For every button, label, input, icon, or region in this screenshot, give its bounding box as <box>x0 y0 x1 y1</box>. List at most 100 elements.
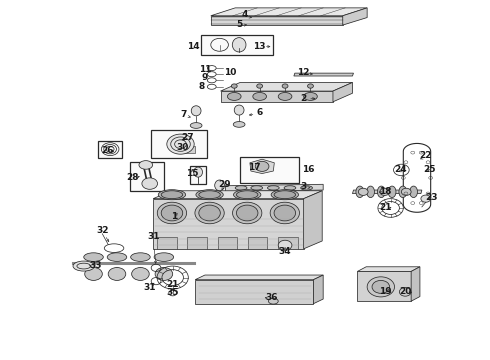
Ellipse shape <box>367 186 374 198</box>
Text: 21: 21 <box>167 280 179 289</box>
Ellipse shape <box>380 188 390 195</box>
Ellipse shape <box>142 178 158 189</box>
Ellipse shape <box>278 93 292 100</box>
Bar <box>98 140 122 158</box>
Bar <box>130 162 164 192</box>
Text: 10: 10 <box>224 68 237 77</box>
Polygon shape <box>343 8 367 25</box>
Text: 31: 31 <box>147 232 159 241</box>
Text: 29: 29 <box>218 180 231 189</box>
Bar <box>157 237 176 249</box>
Ellipse shape <box>401 188 411 195</box>
Ellipse shape <box>377 186 385 198</box>
Polygon shape <box>357 271 411 301</box>
Bar <box>151 130 207 158</box>
Ellipse shape <box>107 253 127 261</box>
Ellipse shape <box>235 186 247 190</box>
Ellipse shape <box>367 277 394 297</box>
Ellipse shape <box>154 253 173 261</box>
Text: 2: 2 <box>300 94 307 103</box>
Ellipse shape <box>231 84 237 88</box>
Text: 17: 17 <box>248 163 261 172</box>
Bar <box>248 237 268 249</box>
Ellipse shape <box>234 190 261 200</box>
Text: 1: 1 <box>171 212 177 221</box>
Bar <box>187 237 207 249</box>
Text: 35: 35 <box>167 288 179 297</box>
Text: 11: 11 <box>198 65 211 74</box>
Text: 19: 19 <box>379 287 392 296</box>
Ellipse shape <box>269 298 278 304</box>
Ellipse shape <box>108 267 126 280</box>
Polygon shape <box>333 82 352 102</box>
Text: 13: 13 <box>253 42 266 51</box>
Ellipse shape <box>191 106 201 116</box>
Ellipse shape <box>356 186 364 198</box>
Ellipse shape <box>421 195 431 202</box>
Polygon shape <box>411 267 420 301</box>
Ellipse shape <box>284 186 296 190</box>
Text: 24: 24 <box>394 166 407 175</box>
Ellipse shape <box>85 267 102 280</box>
Text: 25: 25 <box>423 166 436 175</box>
Text: 8: 8 <box>199 82 205 91</box>
Bar <box>190 166 206 184</box>
Ellipse shape <box>372 280 390 293</box>
Polygon shape <box>211 8 367 16</box>
Text: 31: 31 <box>144 283 156 292</box>
Ellipse shape <box>255 161 269 171</box>
Ellipse shape <box>199 191 221 199</box>
Ellipse shape <box>268 186 279 190</box>
Ellipse shape <box>399 288 411 296</box>
Ellipse shape <box>227 93 241 100</box>
Ellipse shape <box>358 188 368 195</box>
Ellipse shape <box>131 253 150 261</box>
Text: 16: 16 <box>302 165 315 174</box>
Text: 27: 27 <box>181 133 194 142</box>
Ellipse shape <box>73 261 95 271</box>
Text: 7: 7 <box>181 110 187 119</box>
Ellipse shape <box>253 93 267 100</box>
Ellipse shape <box>158 190 186 200</box>
Ellipse shape <box>139 161 153 169</box>
Text: 15: 15 <box>186 169 198 178</box>
Text: 18: 18 <box>379 187 392 196</box>
Text: 4: 4 <box>242 10 248 19</box>
Ellipse shape <box>196 190 223 200</box>
Text: 26: 26 <box>101 146 114 155</box>
Ellipse shape <box>271 190 298 200</box>
Ellipse shape <box>237 191 258 199</box>
Ellipse shape <box>234 105 244 115</box>
Polygon shape <box>357 267 420 271</box>
Ellipse shape <box>232 38 246 52</box>
Ellipse shape <box>199 205 221 221</box>
Ellipse shape <box>301 186 313 190</box>
Bar <box>218 237 237 249</box>
Text: 5: 5 <box>236 20 242 29</box>
Ellipse shape <box>194 167 202 177</box>
Polygon shape <box>153 191 322 199</box>
Ellipse shape <box>251 186 263 190</box>
Polygon shape <box>220 91 333 102</box>
Text: 12: 12 <box>297 68 310 77</box>
Ellipse shape <box>157 202 187 224</box>
Text: 36: 36 <box>266 293 278 302</box>
Text: 9: 9 <box>202 73 208 82</box>
Ellipse shape <box>282 84 288 88</box>
Text: 6: 6 <box>257 108 263 117</box>
Ellipse shape <box>237 205 258 221</box>
Ellipse shape <box>84 253 103 261</box>
Polygon shape <box>304 191 322 249</box>
Bar <box>278 237 298 249</box>
Ellipse shape <box>274 205 295 221</box>
Ellipse shape <box>270 202 299 224</box>
Polygon shape <box>294 73 353 76</box>
Bar <box>175 146 195 153</box>
Text: 3: 3 <box>300 182 307 191</box>
Polygon shape <box>211 16 343 25</box>
Ellipse shape <box>278 240 292 250</box>
Polygon shape <box>220 82 352 91</box>
Bar <box>201 36 273 55</box>
Text: 32: 32 <box>96 226 109 235</box>
Ellipse shape <box>132 267 149 280</box>
